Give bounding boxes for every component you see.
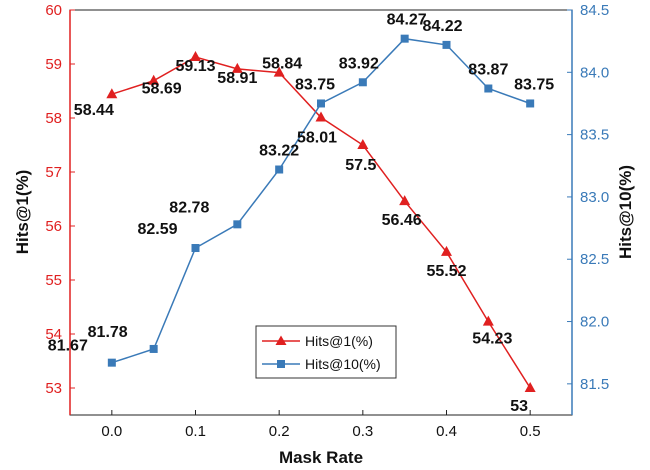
data-label-hits10: 82.78 [169, 199, 209, 216]
left-tick-label: 59 [45, 56, 62, 73]
legend-marker-hits1 [275, 335, 287, 345]
data-label-hits1: 58.69 [142, 81, 182, 98]
series-point-hits1 [357, 139, 369, 149]
x-tick-label: 0.3 [352, 423, 373, 440]
data-label-hits10: 83.75 [514, 76, 554, 93]
series-point-hits1 [231, 62, 243, 73]
left-tick-label: 54 [45, 326, 62, 343]
right-tick-label: 81.5 [580, 376, 609, 393]
left-axis-ticks: 53 54 55 56 57 58 59 60 [45, 2, 75, 397]
data-label-hits10: 83.87 [468, 62, 508, 79]
data-label-hits10: 81.67 [48, 338, 88, 355]
x-tick-label: 0.1 [185, 423, 206, 440]
series-point-hits10 [275, 165, 284, 174]
left-tick-label: 56 [45, 218, 62, 235]
right-tick-label: 83.0 [580, 189, 609, 206]
data-label-hits10: 84.22 [422, 18, 462, 35]
left-tick-label: 55 [45, 272, 62, 289]
legend-box [255, 325, 397, 379]
right-axis-ticks: 81.5 82.0 82.5 83.0 83.5 84.0 84.5 [567, 2, 609, 393]
series-point-hits1 [399, 195, 411, 206]
left-tick-label: 58 [45, 110, 62, 127]
left-tick-label: 60 [45, 2, 62, 19]
right-tick-label: 84.5 [580, 2, 609, 19]
series-point-hits10 [484, 84, 493, 93]
series-point-hits10 [526, 99, 535, 108]
series-point-hits1 [148, 74, 160, 85]
x-tick-label: 0.4 [436, 423, 457, 440]
legend-label-hits10: Hits@10(%) [305, 356, 381, 372]
series-point-hits1 [482, 315, 494, 326]
series-point-hits10 [191, 244, 200, 253]
x-axis-ticks: 0.0 0.1 0.2 0.3 0.4 0.5 [101, 410, 541, 440]
data-label-hits1: 53 [510, 398, 528, 415]
series-point-hits10 [107, 358, 116, 367]
series-point-hits1 [190, 50, 201, 61]
series-point-hits10 [233, 220, 242, 229]
legend-marker-hits10 [277, 360, 285, 368]
series-layer [106, 34, 536, 392]
data-label-hits10: 83.92 [339, 55, 379, 72]
series-point-hits10 [400, 34, 409, 43]
series-point-hits1 [106, 88, 118, 99]
right-tick-label: 83.5 [580, 127, 609, 144]
left-tick-label: 57 [45, 164, 62, 181]
x-tick-label: 0.2 [269, 423, 290, 440]
data-label-hits1: 57.5 [345, 157, 376, 174]
right-axis-title: Hits@10(%) [616, 165, 635, 259]
legend: Hits@1(%) Hits@10(%) [255, 325, 397, 379]
series-point-hits10 [358, 78, 367, 87]
left-tick-label: 53 [45, 380, 62, 397]
data-label-hits10: 82.59 [137, 221, 177, 238]
x-axis-title: Mask Rate [279, 448, 363, 467]
x-tick-label: 0.0 [101, 423, 122, 440]
data-label-hits1: 55.52 [426, 263, 466, 280]
data-label-hits10: 84.27 [387, 12, 427, 29]
data-label-hits10: 83.22 [259, 143, 299, 160]
x-tick-label: 0.5 [520, 423, 541, 440]
data-label-hits1: 58.91 [217, 70, 257, 87]
series-point-hits1 [273, 66, 285, 77]
series-point-hits1 [524, 382, 536, 392]
data-label-hits10: 81.78 [88, 324, 128, 341]
left-axis-title: Hits@1(%) [13, 170, 32, 255]
series-point-hits1 [441, 245, 452, 256]
series-point-hits10 [149, 344, 158, 353]
series-point-hits10 [317, 99, 325, 108]
data-label-hits1: 54.23 [472, 331, 512, 348]
data-label-hits1: 59.13 [175, 58, 215, 75]
data-label-hits1: 58.84 [262, 56, 302, 73]
right-tick-label: 82.5 [580, 251, 609, 268]
legend-label-hits1: Hits@1(%) [305, 333, 373, 349]
data-label-hits10: 83.75 [295, 76, 335, 93]
right-tick-label: 82.0 [580, 314, 609, 331]
series-point-hits10 [442, 40, 451, 49]
data-label-hits1: 58.01 [297, 129, 337, 146]
data-label-hits1: 58.44 [74, 102, 114, 119]
data-label-hits1: 56.46 [382, 212, 422, 229]
series-point-hits1 [315, 111, 327, 122]
right-tick-label: 84.0 [580, 64, 609, 81]
